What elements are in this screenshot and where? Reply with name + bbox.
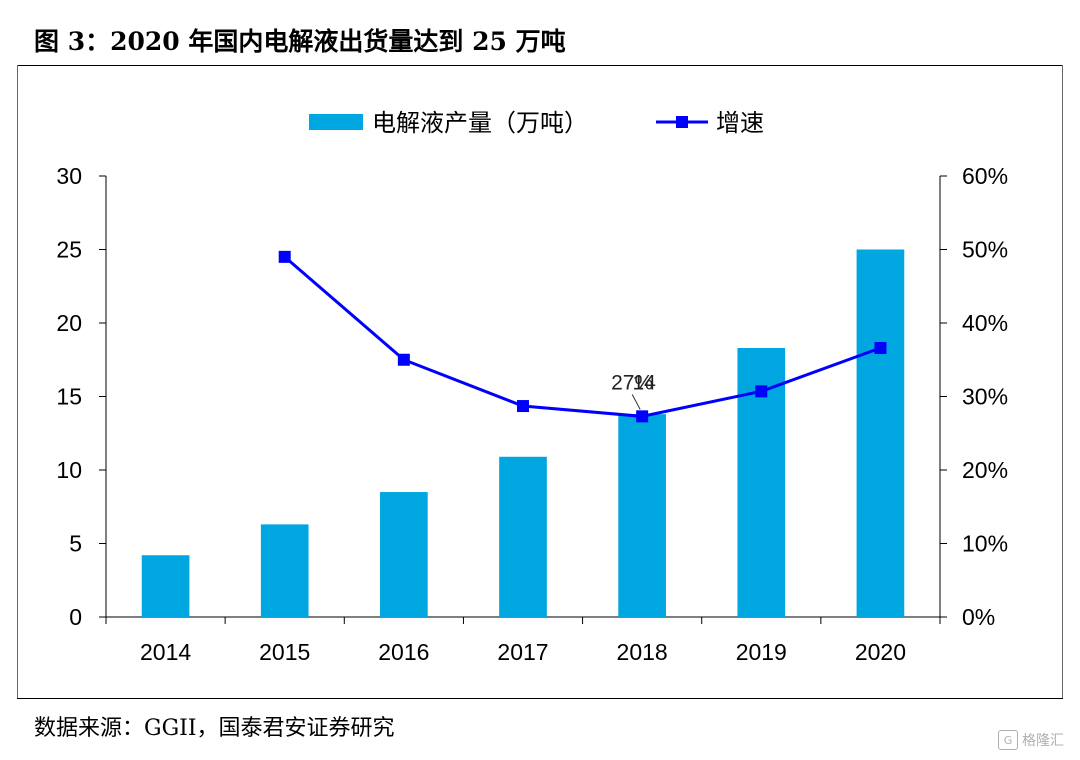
growth-marker-2018 <box>636 410 649 423</box>
y-right-tick-label: 0% <box>962 604 995 630</box>
bar-2020 <box>856 249 905 617</box>
legend: 电解液产量（万吨） 增速 <box>309 110 764 137</box>
y-left-tick-label: 5 <box>69 531 82 557</box>
frame-right <box>1062 65 1063 698</box>
annotation-leader <box>631 394 641 410</box>
x-tick-label: 2018 <box>617 639 668 665</box>
bar-2016 <box>380 492 428 617</box>
x-tick-label: 2020 <box>855 639 906 665</box>
legend-bar-label: 电解液产量（万吨） <box>372 110 588 137</box>
bars <box>141 249 905 617</box>
bottom-rule <box>17 698 1063 699</box>
growth-line <box>278 250 887 423</box>
bar-2015 <box>260 524 309 617</box>
legend-line-label: 增速 <box>716 110 764 137</box>
y-right-tick-label: 20% <box>962 457 1008 483</box>
growth-marker-2015 <box>278 250 291 263</box>
y-right-tick-label: 60% <box>962 163 1008 189</box>
y-left-tick-label: 20 <box>56 310 82 336</box>
growth-marker-2016 <box>397 353 410 366</box>
y-left-tick-label: 10 <box>56 457 82 483</box>
watermark-text: 格隆汇 <box>1022 733 1064 749</box>
axes: 0 5 10 15 20 25 30 0% 10% 20% 30% 40% 50% 60% 2014 2015… <box>56 163 1008 665</box>
frame-left <box>17 65 18 698</box>
y-left-tick-label: 0 <box>69 604 82 630</box>
y-left-tick-label: 25 <box>56 237 82 263</box>
annotations: 27%14 <box>611 371 656 410</box>
x-tick-label: 2017 <box>497 639 548 665</box>
annotation-label: 27% <box>611 371 653 394</box>
growth-line-path <box>283 255 881 418</box>
legend-line-marker <box>676 116 688 128</box>
y-left-tick-label: 30 <box>56 163 82 189</box>
top-rule <box>17 65 1063 66</box>
growth-marker-2017 <box>517 400 529 413</box>
legend-bar-swatch <box>309 114 363 130</box>
y-right-tick-label: 40% <box>962 310 1008 336</box>
bar-2018 <box>618 414 666 617</box>
x-tick-label: 2016 <box>378 639 429 665</box>
y-right-tick-label: 10% <box>962 531 1008 557</box>
watermark-logo-icon: G <box>998 730 1018 750</box>
growth-marker-2020 <box>874 341 887 354</box>
x-tick-label: 2019 <box>736 639 787 665</box>
source-note: 数据来源：GGII，国泰君安证券研究 <box>34 716 395 741</box>
growth-marker-2019 <box>755 385 768 398</box>
y-right-tick-label: 50% <box>962 237 1008 263</box>
y-right-tick-label: 30% <box>962 384 1008 410</box>
watermark: G 格隆汇 <box>998 730 1064 750</box>
annotation-label: 14 <box>632 371 656 394</box>
x-tick-label: 2014 <box>140 639 191 665</box>
y-left-tick-label: 15 <box>56 384 82 410</box>
x-tick-label: 2015 <box>259 639 310 665</box>
figure-title: 图 3：2020 年国内电解液出货量达到 25 万吨 <box>34 27 566 56</box>
bar-2014 <box>141 555 190 617</box>
bar-2017 <box>499 456 547 617</box>
